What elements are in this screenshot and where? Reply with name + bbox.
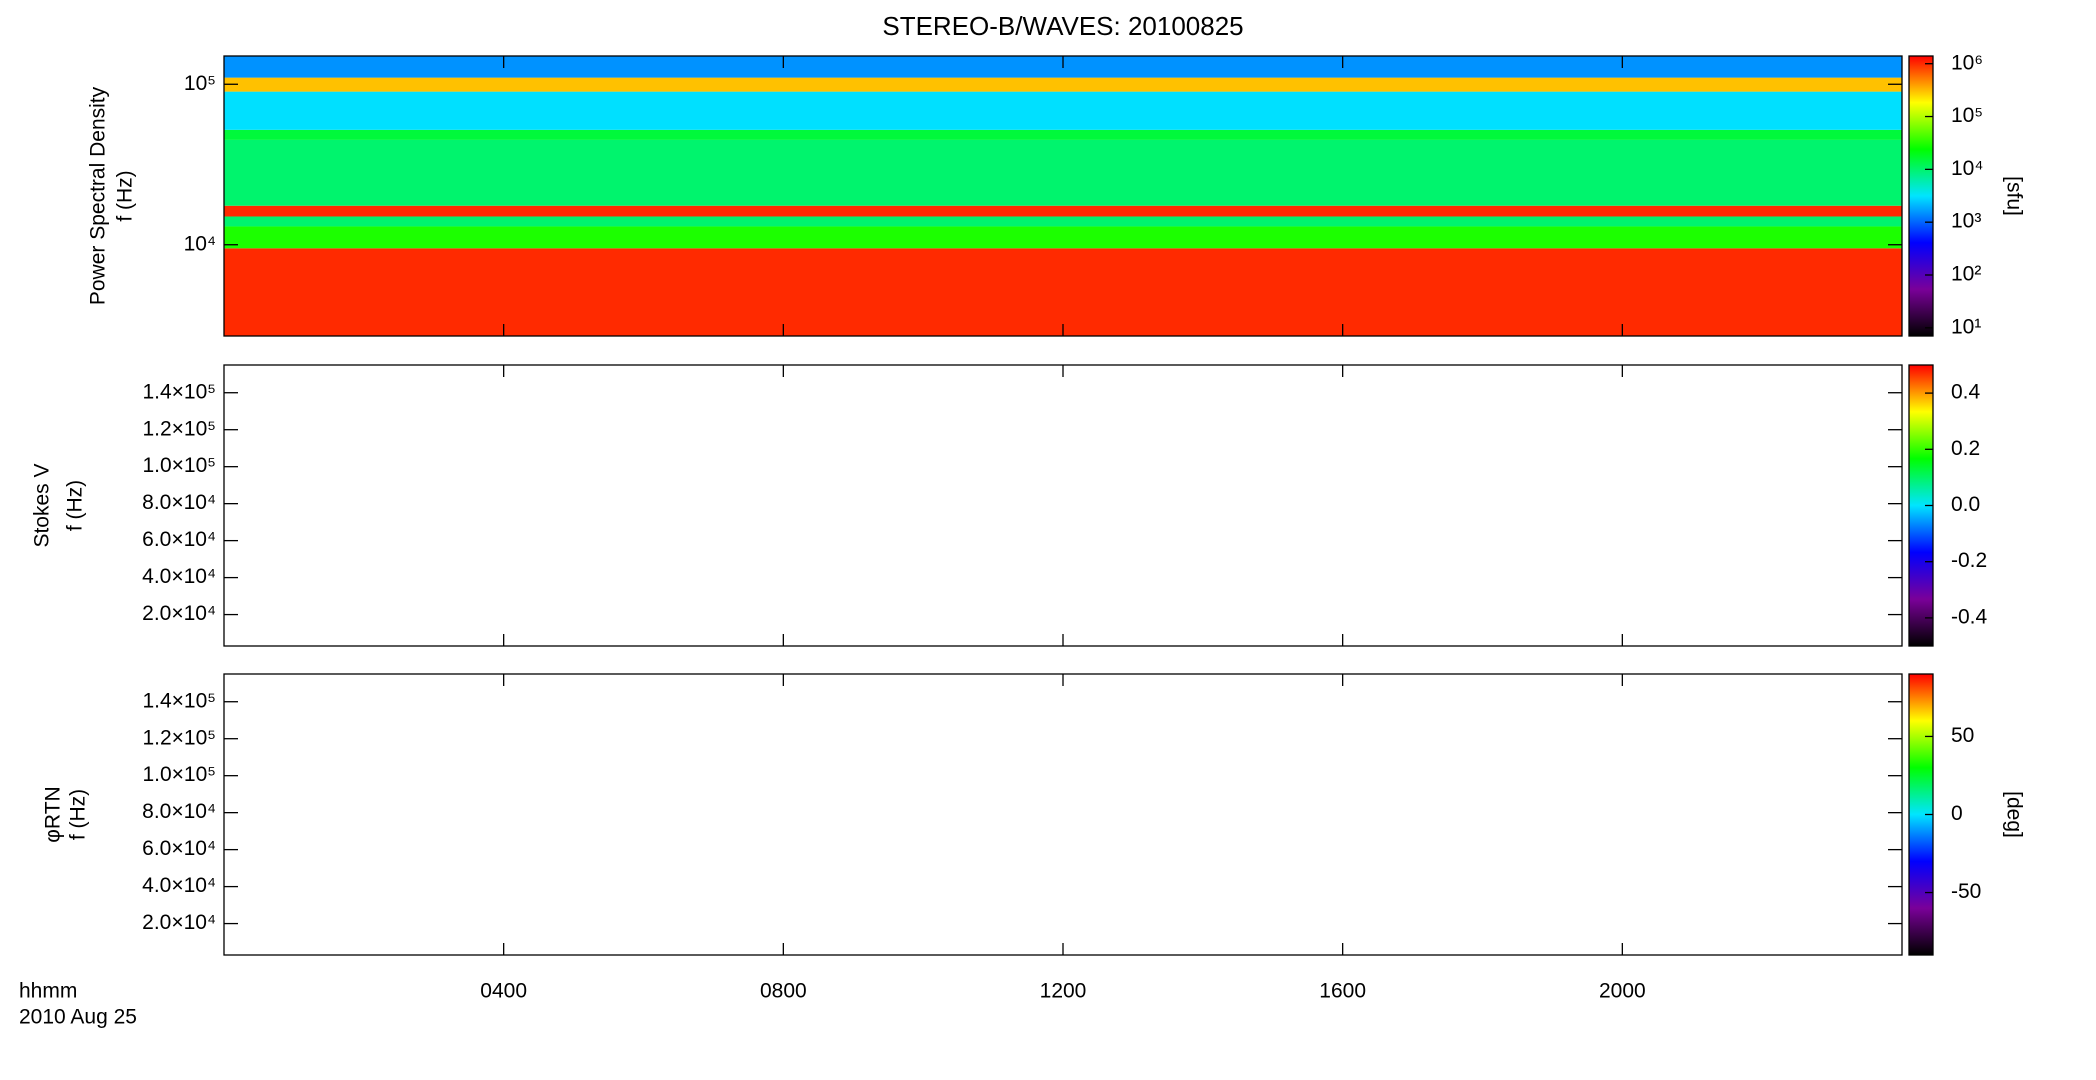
x-axis-label: hhmm [19,980,77,1003]
y-axis-label: φRTN [42,786,65,842]
x-tick-label: 0400 [480,980,527,1003]
spectrogram-band [224,205,1902,217]
colorbar-tick-label: -50 [1951,880,1981,903]
spectrogram-band [224,226,1902,249]
colorbar-tick-label: 10⁵ [1951,104,1983,127]
y-tick-label: 1.4×10⁵ [142,380,216,403]
colorbar-tick-label: 10¹ [1951,315,1981,338]
spectrogram-band [224,216,1902,227]
y-tick-label: 2.0×10⁴ [142,911,216,934]
y-axis-label: Stokes V [31,463,54,547]
date-label: 2010 Aug 25 [19,1006,137,1029]
colorbar-tick-label: 0.0 [1951,493,1980,516]
colorbar-tick-label: 10³ [1951,210,1981,233]
y-tick-label: 1.0×10⁵ [142,454,216,477]
y-tick-label: 1.0×10⁵ [142,763,216,786]
y-axis-label: f (Hz) [64,480,87,531]
colorbar-tick-label: 0 [1951,802,1963,825]
y-tick-label: 4.0×10⁴ [142,874,216,897]
spectrogram-band [224,139,1902,206]
colorbar-tick-label: -0.4 [1951,605,1988,628]
colorbar-tick-label: 0.4 [1951,381,1981,404]
chart-title: STEREO-B/WAVES: 20100825 [882,11,1243,41]
spectrogram-band [224,77,1902,92]
y-tick-label: 10⁴ [184,232,216,255]
colorbar-tick-label: 50 [1951,724,1974,747]
x-tick-label: 1600 [1319,980,1366,1003]
y-tick-label: 6.0×10⁴ [142,528,216,551]
plot-frame [223,673,1903,956]
colorbar-label: [deg] [2002,791,2025,838]
spectrogram-band [224,248,1902,336]
x-tick-label: 1200 [1040,980,1087,1003]
colorbar-tick-label: 0.2 [1951,437,1980,460]
y-tick-label: 1.4×10⁵ [142,689,216,712]
spectrogram-band [224,91,1902,130]
y-tick-label: 10⁵ [184,72,216,95]
plot-frame [223,364,1903,647]
colorbar-tick-label: -0.2 [1951,549,1987,572]
y-tick-label: 2.0×10⁴ [142,602,216,625]
y-tick-label: 4.0×10⁴ [142,565,216,588]
spectrogram-band [224,129,1902,140]
x-tick-label: 2000 [1599,980,1646,1003]
y-tick-label: 6.0×10⁴ [142,837,216,860]
y-tick-label: 8.0×10⁴ [142,800,216,823]
y-tick-label: 1.2×10⁵ [142,417,216,440]
y-tick-label: 8.0×10⁴ [142,491,216,514]
y-axis-label: f (Hz) [67,789,90,840]
colorbar-tick-label: 10² [1951,263,1981,286]
colorbar-tick-label: 10⁴ [1951,157,1983,180]
y-tick-label: 1.2×10⁵ [142,726,216,749]
x-tick-label: 0800 [760,980,807,1003]
y-axis-label: Power Spectral Density [87,86,110,305]
colorbar-label: [sfu] [2002,176,2025,216]
colorbar-tick-label: 10⁶ [1951,51,1983,74]
colorbar [1908,55,1934,337]
y-axis-label: f (Hz) [114,170,137,221]
